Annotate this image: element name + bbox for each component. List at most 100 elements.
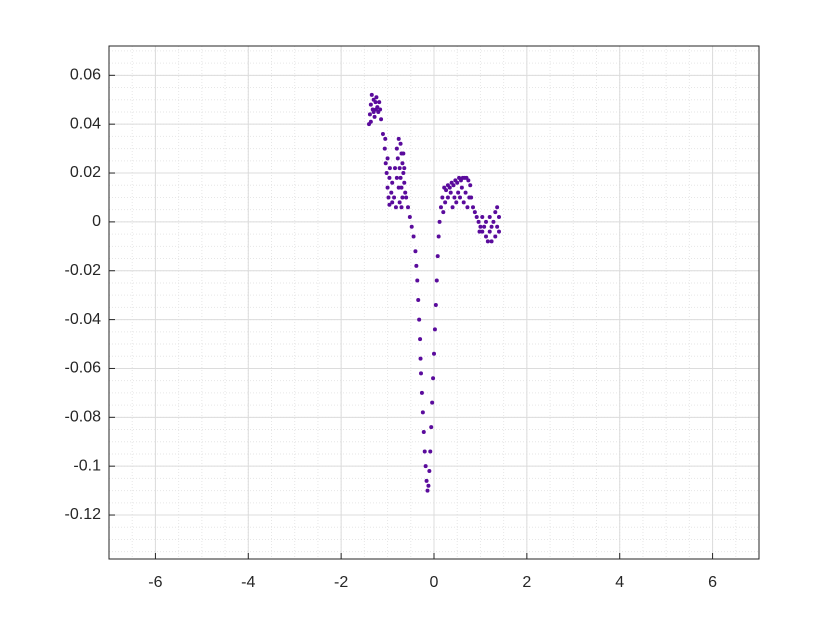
point [452,195,457,200]
point [387,202,392,207]
point [497,229,501,234]
point [369,92,374,97]
point [447,185,452,190]
point [383,161,388,166]
point [418,356,423,361]
point [398,141,403,146]
point [401,151,406,156]
point [455,180,460,185]
point [397,166,402,171]
point [387,166,392,171]
point [398,175,403,180]
point [471,205,475,210]
point [424,478,429,483]
point [395,156,400,161]
point [487,229,492,234]
point [400,161,405,166]
x-tick-label: 0 [430,574,439,591]
point [422,449,427,454]
point [409,224,414,229]
point [444,188,449,193]
point [485,239,490,244]
x-tick-label: 2 [522,574,531,591]
point [368,102,373,107]
point [402,180,407,185]
point [377,100,382,105]
point [413,249,418,254]
point [399,185,404,190]
point [495,205,500,210]
y-tick-label: 0.02 [70,164,101,181]
point [478,224,483,229]
point [491,219,496,224]
y-tick-label: -0.02 [65,262,102,279]
point [437,219,442,224]
point [387,175,392,180]
point [454,200,459,205]
point [401,171,406,176]
point [420,410,425,415]
point [493,210,498,215]
y-tick-label: 0 [92,213,101,230]
x-tick-label: -2 [334,574,348,591]
point [389,190,394,195]
point [431,376,436,381]
point [469,195,474,200]
point [396,185,401,190]
point [436,234,441,239]
point [423,464,428,469]
point [495,224,500,229]
point [443,200,448,205]
point [421,429,426,434]
point [461,200,466,205]
point [393,166,397,171]
y-tick-label: -0.08 [65,409,102,426]
x-tick-label: 4 [615,574,624,591]
point [380,131,385,136]
point [418,337,423,342]
point [432,351,436,356]
point [415,278,420,283]
y-tick-label: -0.1 [73,457,101,474]
point [427,469,432,474]
point [445,195,450,200]
point [497,215,501,219]
point [466,178,471,183]
point [480,215,485,219]
point [383,136,388,141]
point [451,183,456,188]
point [493,234,498,239]
point [400,195,405,200]
point [430,400,435,405]
point [402,166,407,171]
point [489,224,494,229]
point [425,488,430,493]
point [397,200,402,205]
point [476,219,481,224]
point [468,183,473,188]
point [484,219,488,224]
point [456,190,461,195]
point [448,190,453,195]
point [429,425,434,430]
point [406,205,410,210]
point [434,278,439,283]
point [472,210,477,215]
point [373,100,378,105]
point [392,195,397,200]
point [435,254,440,259]
point [374,95,379,100]
point [474,215,479,219]
point [482,224,487,229]
point [489,239,494,244]
y-tick-label: 0.06 [70,67,101,84]
point [477,229,482,234]
point [407,215,412,219]
point [428,449,433,454]
point [419,390,424,395]
point [378,107,383,112]
point [440,195,445,200]
point [385,185,390,190]
y-tick-label: 0.04 [70,115,101,132]
